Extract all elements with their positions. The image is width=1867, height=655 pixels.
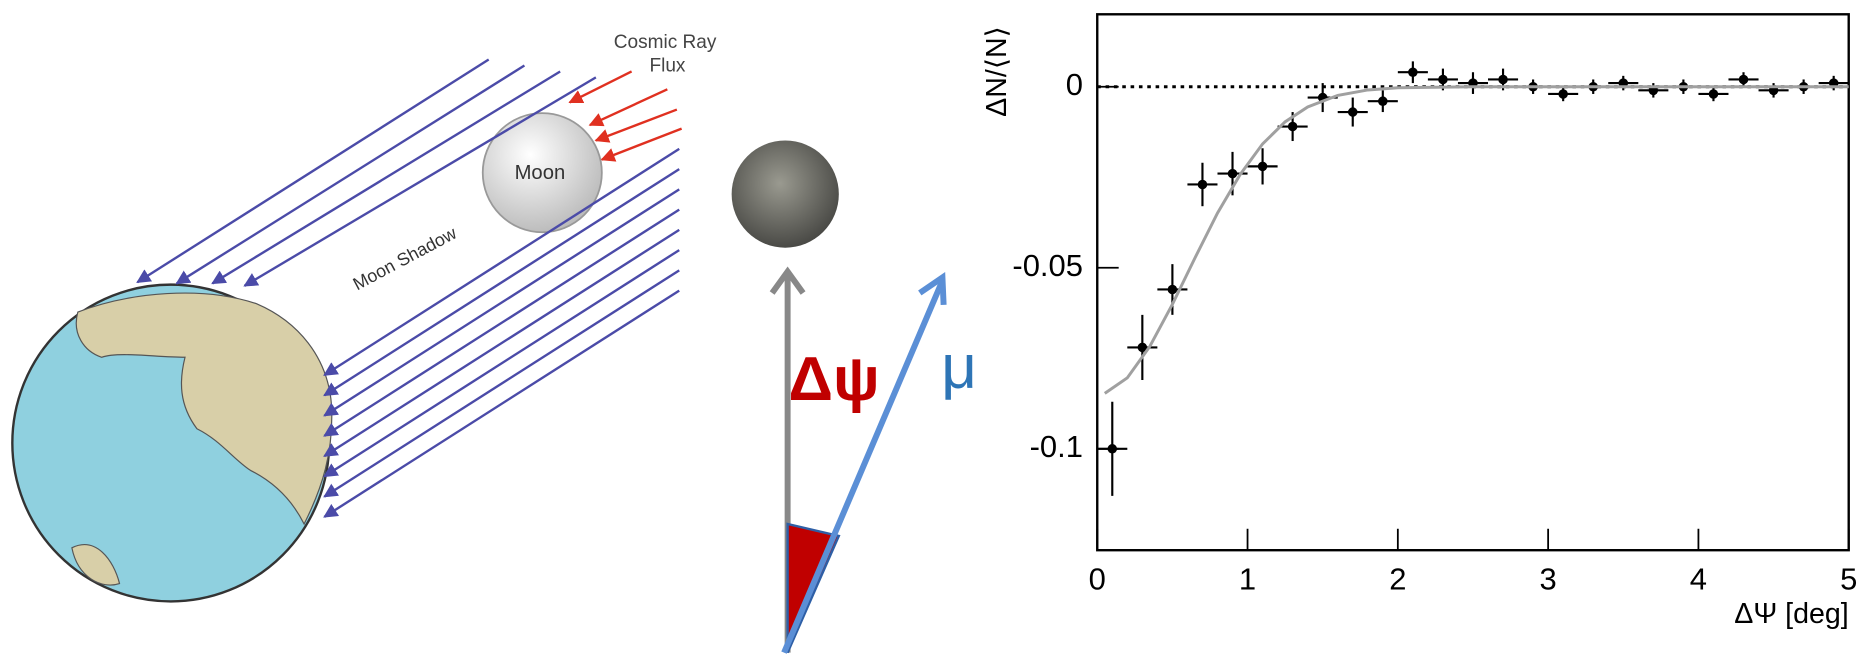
data-point [1408,67,1418,77]
muon-direction [784,283,941,652]
moon-label: Moon [515,162,566,184]
x-tick-label: 1 [1239,561,1256,596]
data-point [1378,96,1388,106]
data-point [1228,169,1238,179]
data-point [1198,180,1208,190]
data-point [1288,122,1298,132]
fit-curve [1105,87,1849,394]
data-point [1739,75,1749,85]
flux-arrow [590,89,667,125]
x-tick-label: 5 [1840,561,1857,596]
data-point [1168,285,1178,295]
shadow-arrow [324,291,679,517]
figure: Cosmic Ray Flux Moon Moon Shadow Δψ μ -0… [0,0,1867,655]
y-axis-label: ΔN/⟨N⟩ [981,26,1013,117]
y-tick-label: -0.1 [1030,429,1083,464]
y-tick-label: 0 [1066,67,1083,102]
flux-label: Cosmic Ray [614,32,717,53]
shadow-arrow [324,270,679,496]
x-tick-label: 4 [1690,561,1707,596]
x-tick-label: 2 [1389,561,1406,596]
data-point [1558,89,1568,99]
data-point [1498,75,1508,85]
x-tick-label: 3 [1540,561,1557,596]
data-point [1438,75,1448,85]
shadow-label: Moon Shadow [350,223,460,294]
shadow-arrow [177,66,525,284]
data-point [1258,162,1268,172]
muon-label: μ [941,333,977,402]
moon-photo [732,141,839,248]
data-point [1348,107,1358,117]
plot-frame [1097,14,1848,550]
flux-label: Flux [649,56,685,77]
diagram: Cosmic Ray Flux Moon Moon Shadow Δψ μ [12,32,977,653]
page: Cosmic Ray Flux Moon Moon Shadow Δψ μ -0… [0,0,1867,655]
x-axis-label: ΔΨ [deg] [1734,598,1848,630]
shadow-arrow [324,210,679,436]
x-tick-label: 0 [1089,561,1106,596]
data-point [1709,89,1719,99]
data-point [1108,444,1118,454]
y-tick-label: -0.05 [1012,248,1083,283]
shadow-arrow [324,189,679,415]
angle-label: Δψ [788,345,879,414]
